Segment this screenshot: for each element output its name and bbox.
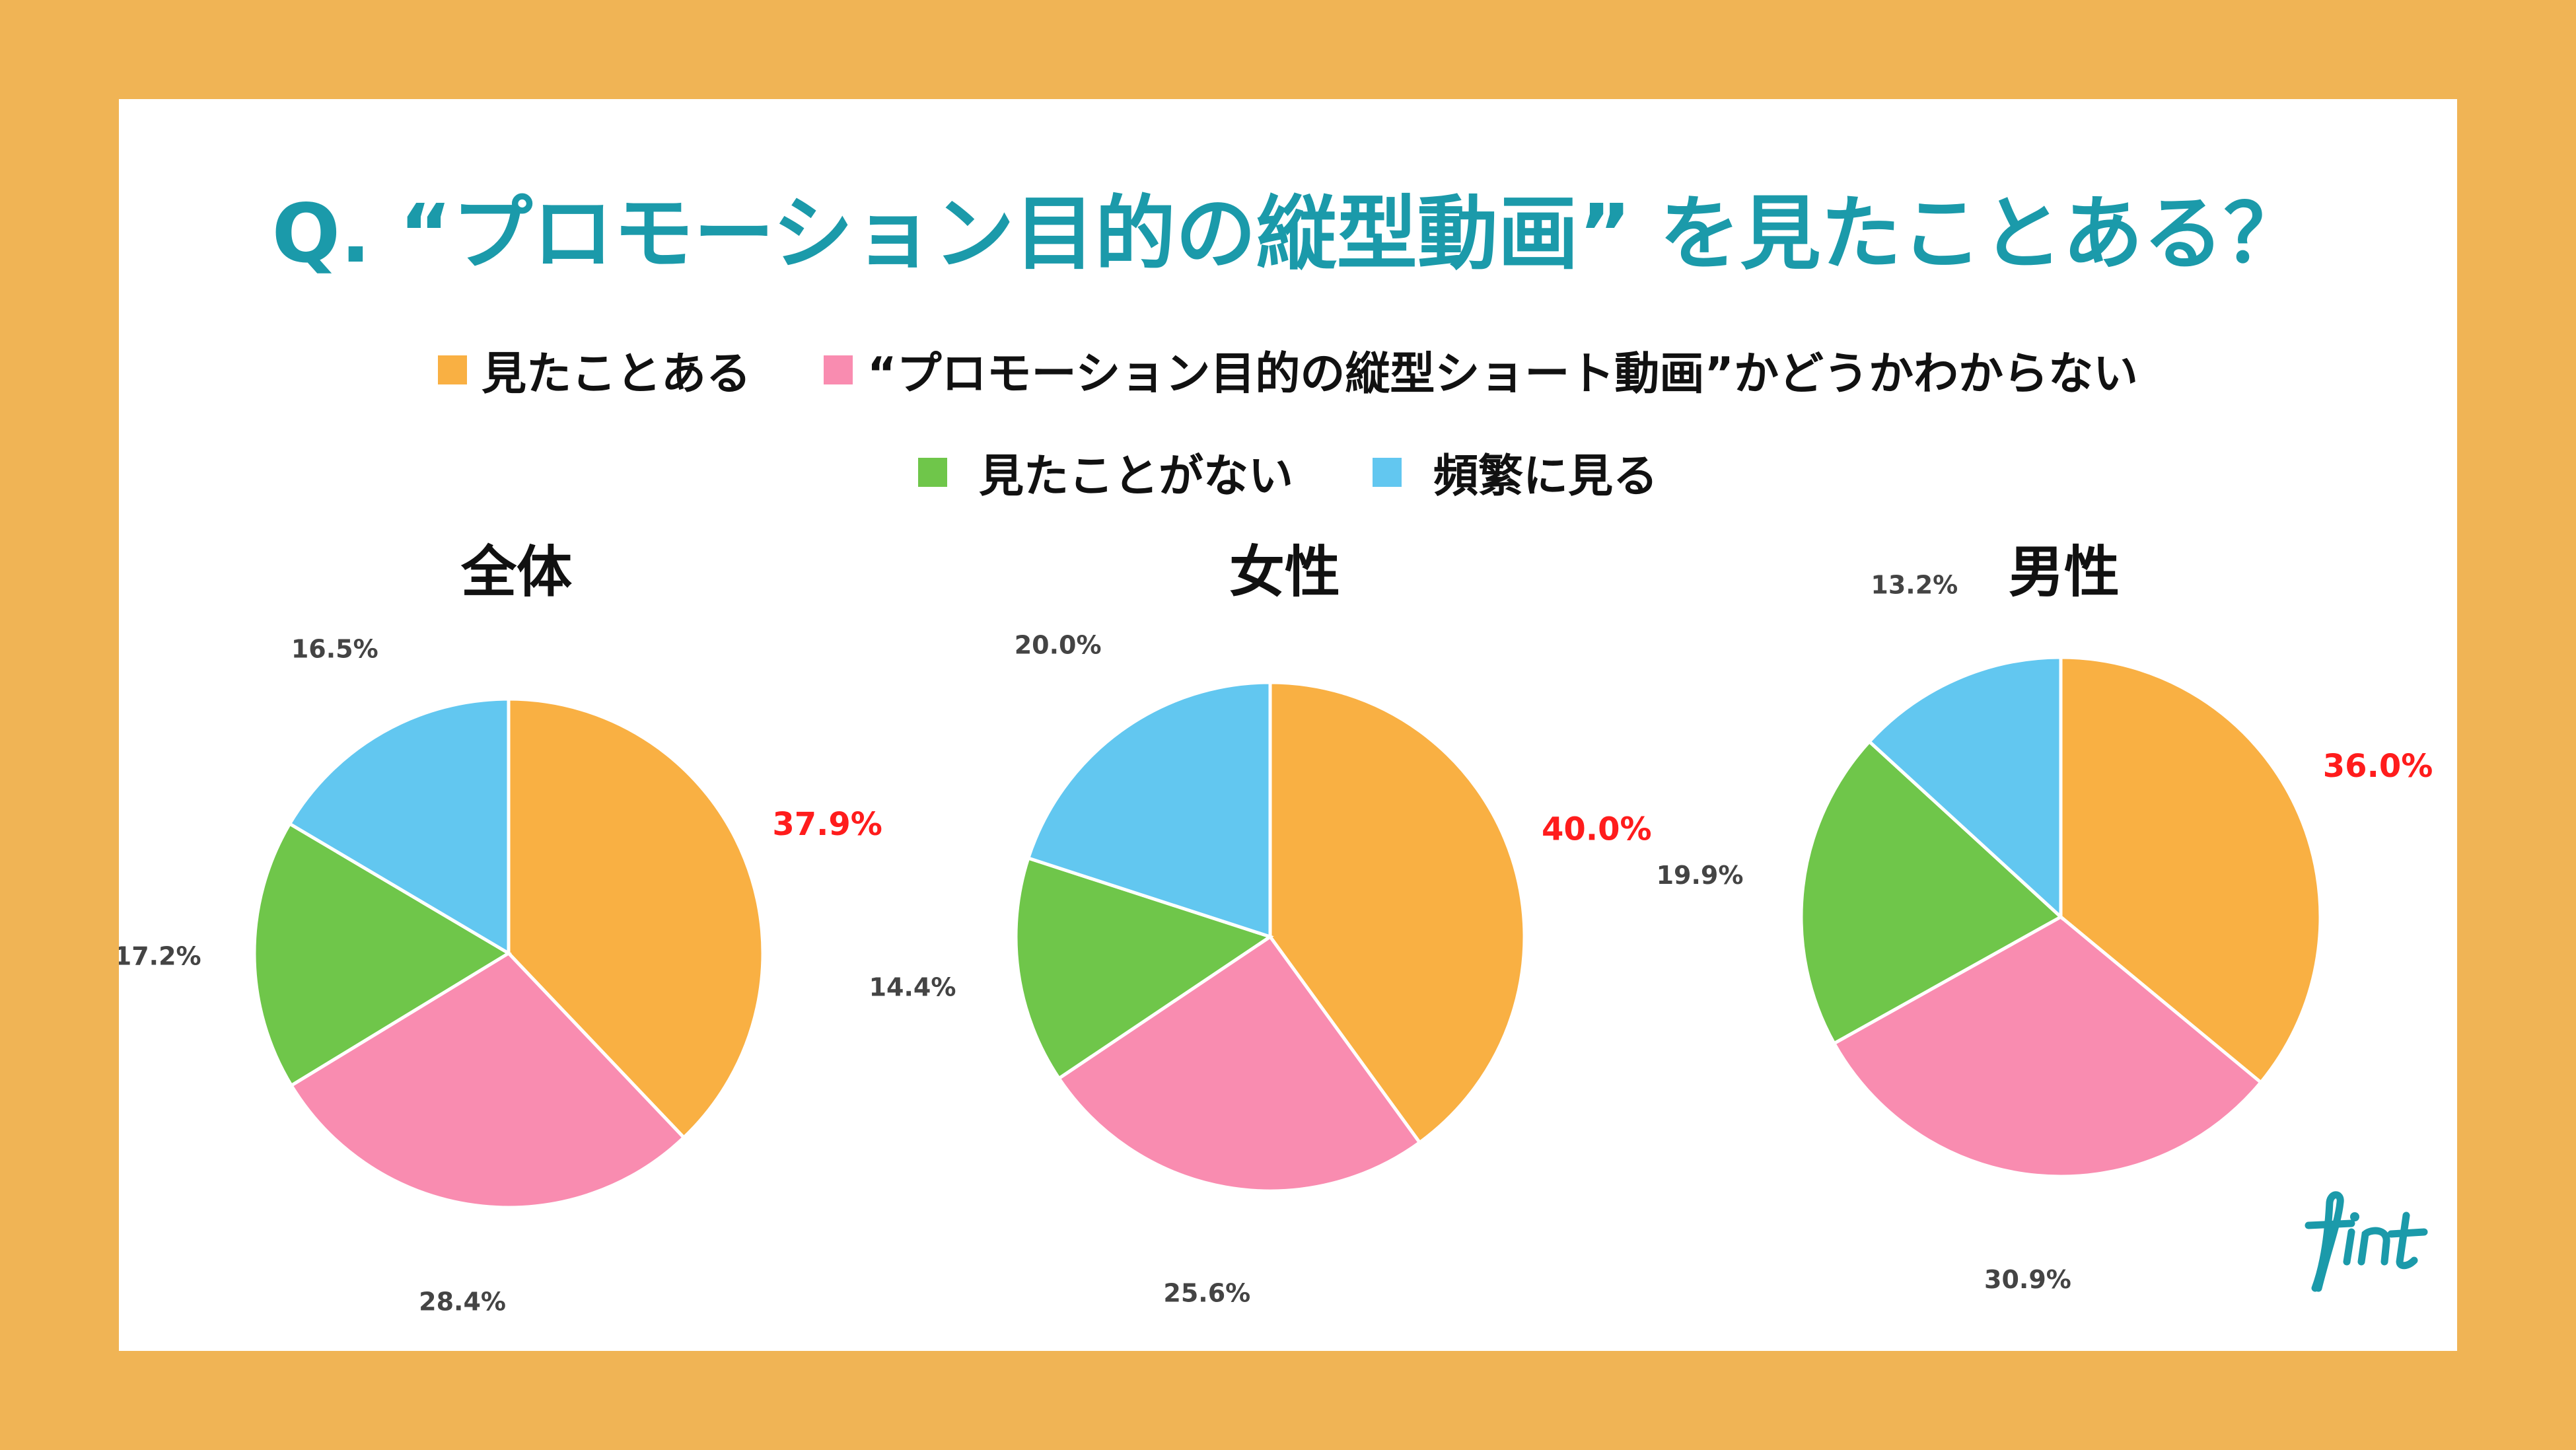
legend-label-not-seen: 見たことがない (978, 451, 1293, 503)
legend-label-often: 頻繁に見る (1433, 451, 1659, 503)
question-title: Q. “プロモーション目的の縦型動画” を見たことある？ (271, 187, 2305, 281)
legend-swatch-seen (437, 355, 467, 384)
pie-title-2: 男性 (2009, 540, 2120, 604)
pie-2-slice-not-seen (1799, 739, 2064, 1046)
pie-0-label-often: 16.5% (291, 634, 378, 663)
pie-0-slice-unsure (289, 951, 686, 1210)
pie-2-label-not-seen: 19.9% (1657, 861, 1744, 890)
legend-item-unsure: “プロモーション目的の縦型ショート動画”かどうかわからない (823, 337, 2139, 402)
pie-2-slice-unsure (1832, 914, 2264, 1178)
pie-title-1: 女性 (1229, 540, 1340, 604)
legend-swatch-often (1373, 457, 1402, 487)
pie-1-label-not-seen: 14.4% (869, 972, 956, 1001)
pie-0-label-unsure: 28.4% (419, 1287, 506, 1317)
legend-label-seen: 見たことある (481, 348, 751, 400)
pie-1-slice-not-seen (1014, 855, 1274, 1081)
pie-1-label-unsure: 25.6% (1163, 1278, 1250, 1307)
legend-item-seen: 見たことある (437, 337, 751, 402)
pie-charts: 全体 37.9% 28.4% 17.2% 16.5% 女性 40.0% 25.6% 14.4% 2… (119, 540, 2433, 1317)
legend-item-often: 頻繁に見る (1373, 439, 1658, 505)
legend-swatch-not-seen (917, 457, 947, 487)
pie-0-label-not-seen: 17.2% (119, 941, 201, 970)
legend-row-1: 見たことある “プロモーション目的の縦型ショート動画”かどうかわからない (119, 337, 2457, 402)
pie-2-slice-seen (2059, 655, 2322, 1085)
pie-title-0: 全体 (460, 540, 572, 604)
pie-1-label-seen: 40.0% (1542, 811, 1652, 848)
pie-2-label-unsure: 30.9% (1984, 1265, 2071, 1294)
pie-2-label-seen: 36.0% (2323, 748, 2433, 785)
fint-logo (2305, 1191, 2428, 1292)
pie-1-label-often: 20.0% (1015, 631, 1102, 660)
pie-2-label-often: 13.2% (1871, 570, 1958, 599)
legend-item-not-seen: 見たことがない (917, 439, 1293, 505)
chart-card: Q. “プロモーション目的の縦型動画” を見たことある？ 見たことある “プロモ… (119, 99, 2457, 1351)
legend-label-unsure: “プロモーション目的の縦型ショート動画”かどうかわからない (867, 348, 2139, 400)
pie-1-slice-unsure (1056, 934, 1422, 1193)
pie-0-slice-often (287, 697, 511, 957)
pie-0-slice-seen (507, 697, 765, 1140)
legend-row-2: 見たことがない 頻繁に見る (119, 439, 2457, 505)
pie-0-label-seen: 37.9% (772, 806, 882, 843)
pie-0-slice-not-seen (252, 821, 512, 1088)
pie-1-slice-seen (1268, 680, 1526, 1145)
pie-1-slice-often (1026, 680, 1272, 939)
legend-swatch-unsure (823, 355, 853, 384)
pie-2-slice-often (1867, 655, 2063, 921)
